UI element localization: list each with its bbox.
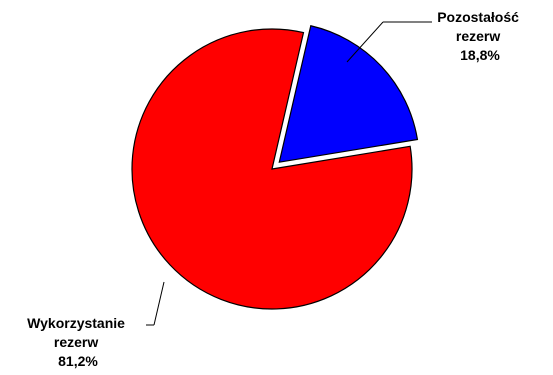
slice-label-remaining-line-1: Pozostałość — [437, 9, 519, 25]
slice-label-remaining-value: 18,8% — [460, 47, 500, 63]
pie-slices — [131, 25, 419, 310]
slice-label-used: Wykorzystanie rezerw 81,2% — [27, 315, 129, 369]
pie-slice-remaining — [278, 25, 419, 163]
slice-label-remaining-line-2: rezerw — [456, 28, 500, 44]
pie-slice-used — [131, 28, 413, 310]
slice-label-remaining: Pozostałość rezerw 18,8% — [437, 9, 523, 63]
slice-label-used-line-2: rezerw — [54, 334, 98, 350]
leader-line-remaining-diagonal — [346, 21, 384, 63]
leader-line-used-diagonal — [153, 281, 165, 326]
slice-label-used-line-1: Wykorzystanie — [27, 315, 125, 331]
slice-label-used-value: 81,2% — [58, 353, 98, 369]
